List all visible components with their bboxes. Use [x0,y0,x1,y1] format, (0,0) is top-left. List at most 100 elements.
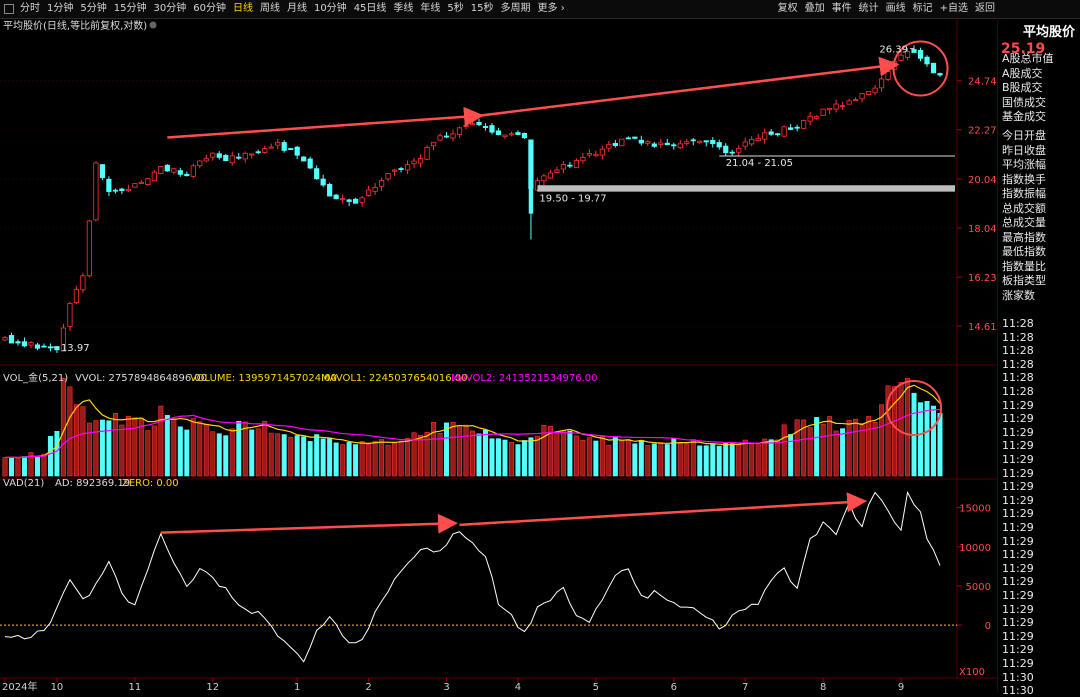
panel-label: 总成交量 [1002,216,1046,229]
volume-title: VOL_金(5,21) [3,371,68,384]
candle [671,142,677,150]
period-toolbar: 分时 1分钟 5分钟 15分钟 30分钟 60分钟 日线 周线 月线 10分钟 45日线 季线 年线 5秒… [0,0,1080,19]
panel-label: 最高指数 [1002,230,1046,244]
volume-bar [444,422,450,477]
volume-bar [846,419,852,477]
candle [554,166,560,173]
candle [593,150,599,158]
volume-bar [281,434,287,477]
candle [424,145,430,160]
candle [404,160,411,175]
window-icon[interactable] [4,4,14,14]
candle [21,337,28,348]
toolbar-item-16[interactable]: 更多 › [537,3,565,14]
toolbar-right-3[interactable]: 统计 [858,3,879,14]
time-row: 11:29 [1002,534,1034,548]
chart-title: 平均股价(日线,等比前复权,对数) [3,19,147,32]
toolbar-right-0[interactable]: 复权 [777,3,798,14]
stock-chart: 24.74 22.27 20.04 18.04 16.23 14.61 平均股价(日线,等比… [0,18,997,691]
time-row: 11:29 [1002,643,1034,657]
multiplier-label: X100 [959,667,985,678]
candle [612,139,618,148]
volume-bar [216,433,222,477]
toolbar-item-7[interactable]: 周线 [259,3,280,14]
volume-bar [788,434,794,477]
toolbar-item-15[interactable]: 多周期 [500,3,531,14]
candle [560,161,567,174]
toolbar-right-7[interactable]: 返回 [975,3,995,14]
volume-bar [385,444,391,477]
candle [716,139,722,150]
toolbar-item-8[interactable]: 月线 [286,3,307,14]
candle [314,165,320,180]
current-price: 25.19 [1001,41,1046,57]
volume-bar [586,437,592,477]
time-row: 11:29 [1002,561,1034,575]
toolbar-item-12[interactable]: 年线 [420,3,441,14]
toolbar-item-11[interactable]: 季线 [393,3,414,14]
candle [171,168,177,175]
volume-bar [125,415,131,477]
x-tick-label: 6 [671,682,677,691]
toolbar-right-4[interactable]: 画线 [885,3,906,14]
candle [515,130,521,135]
candle [73,286,80,305]
x-tick-label: 3 [443,682,449,691]
candle [391,168,398,176]
toolbar-item-0[interactable]: 分时 [20,3,40,14]
time-row: 11:29 [1002,439,1034,453]
toolbar-right-2[interactable]: 事件 [831,3,852,14]
y-tick-label: 24.74 [968,77,997,88]
toolbar-item-6[interactable]: 日线 [232,3,253,14]
candle [865,90,872,96]
candle [814,115,820,120]
volume-bar [112,412,118,477]
time-row: 11:29 [1002,480,1034,494]
toolbar-item-1[interactable]: 1分钟 [47,3,74,14]
candle [638,135,644,146]
toolbar-item-13[interactable]: 5秒 [447,3,464,14]
time-row: 11:28 [1002,357,1034,371]
toolbar-right-6[interactable]: +自选 [939,3,968,14]
mavol1-line [4,384,941,459]
candle [684,138,690,146]
candle [210,152,216,161]
toolbar-right-5[interactable]: 标记 [912,3,933,14]
candle [749,136,755,147]
candle [619,138,625,147]
x-tick-label: 2 [365,682,371,691]
time-row: 11:29 [1002,602,1034,616]
toolbar-item-14[interactable]: 15秒 [470,3,494,14]
candle [249,153,255,159]
volume-bar [729,443,735,477]
candle [15,339,21,346]
volume-bar [671,438,677,477]
volume-bar [398,440,404,477]
toolbar-item-5[interactable]: 60分钟 [193,3,226,14]
time-row: 11:29 [1002,398,1034,412]
candle [788,124,794,131]
candle [268,143,274,149]
candle [645,140,651,146]
candle [917,47,924,62]
candle [599,146,605,160]
volume-bar [814,417,820,477]
toolbar-item-2[interactable]: 5分钟 [80,3,107,14]
toolbar-right-1[interactable]: 叠加 [804,3,825,14]
volume-bar [690,439,696,477]
volume-bar [781,424,787,477]
candle [417,154,424,168]
support-band [537,185,955,192]
toolbar-item-10[interactable]: 45日线 [353,3,387,14]
toolbar-item-4[interactable]: 30分钟 [153,3,187,14]
candle [41,343,47,348]
toolbar-item-3[interactable]: 15分钟 [113,3,147,14]
candle [476,118,482,127]
volume-bar [164,414,170,477]
volume-bar [268,432,274,477]
volume-bar [450,421,456,477]
volume-bar [67,386,73,477]
volume-bar [223,435,229,477]
volume-bar [599,436,605,477]
toolbar-item-9[interactable]: 10分钟 [313,3,347,14]
